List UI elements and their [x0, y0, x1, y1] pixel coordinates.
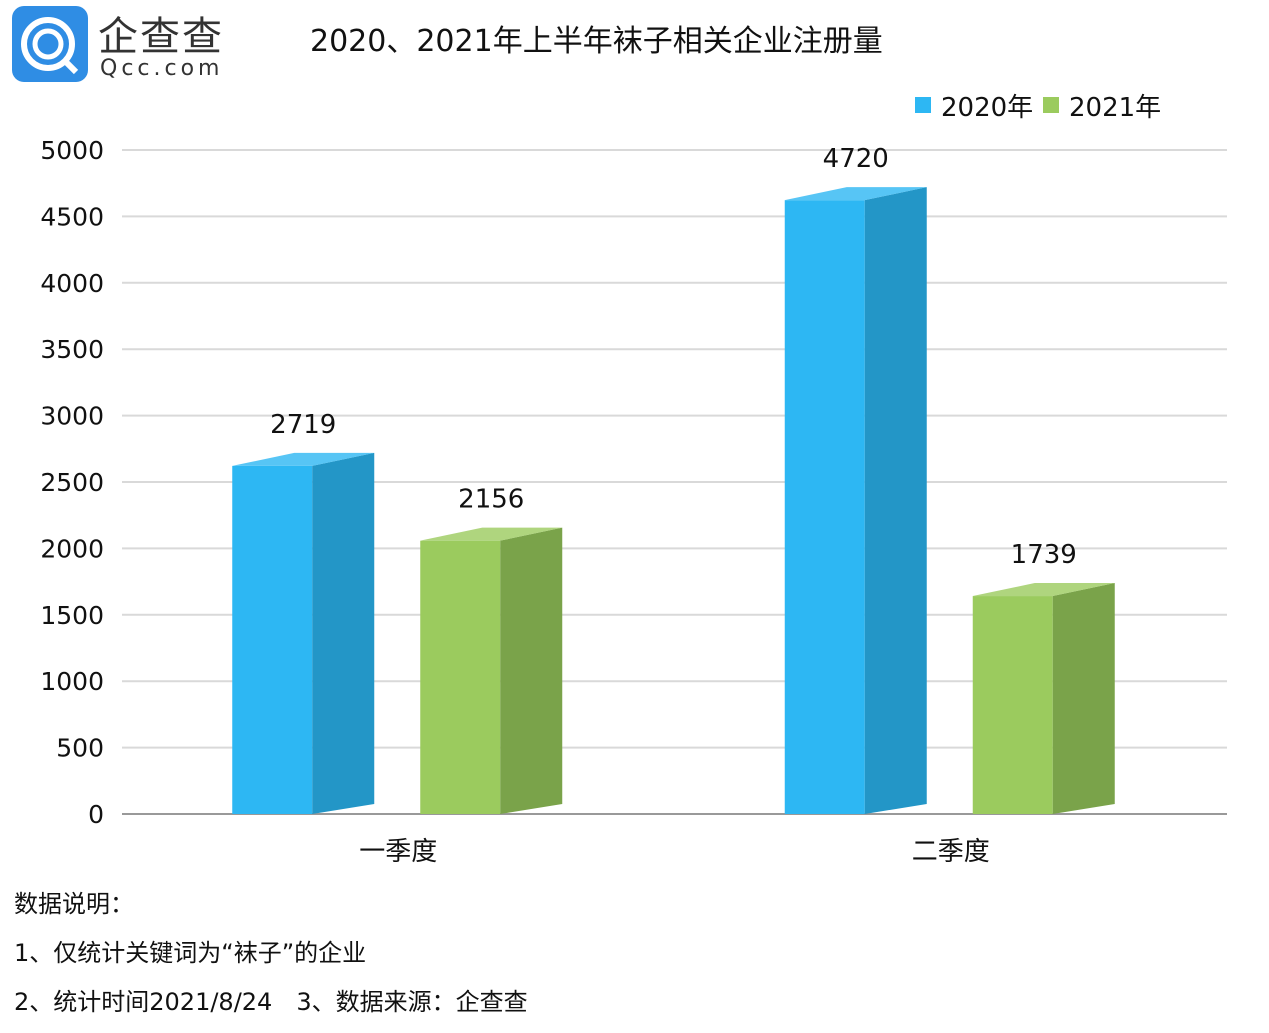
y-tick-label: 1500: [40, 601, 104, 630]
note-heading: 数据说明：: [14, 890, 134, 918]
note-2: 2、统计时间2021/8/24 3、数据来源：企查查: [14, 988, 528, 1016]
y-tick-label: 5000: [40, 136, 104, 165]
bar-front: [420, 540, 501, 814]
y-tick-label: 500: [56, 734, 104, 763]
chart-title: 2020、2021年上半年袜子相关企业注册量: [310, 24, 883, 59]
bar-side: [312, 452, 375, 814]
legend-swatch: [915, 97, 931, 113]
y-tick-label: 0: [88, 800, 104, 829]
note-1: 1、仅统计关键词为“袜子”的企业: [14, 939, 367, 967]
y-tick-label: 4000: [40, 269, 104, 298]
y-tick-label: 3000: [40, 402, 104, 431]
bar-side: [864, 187, 927, 814]
logo-mark-icon: [21, 17, 79, 75]
logo-domain: Qcc.com: [100, 56, 224, 81]
y-tick-label: 1000: [40, 667, 104, 696]
logo-name: 企查查: [98, 14, 224, 60]
data-label: 1739: [1011, 540, 1077, 570]
bar-side: [500, 527, 563, 814]
y-tick-label: 4500: [40, 202, 104, 231]
y-tick-label: 2000: [40, 534, 104, 563]
bar-top: [784, 187, 927, 201]
y-tick-label: 2500: [40, 468, 104, 497]
y-tick-label: 3500: [40, 335, 104, 364]
bar-front: [784, 200, 865, 814]
bar-side: [1052, 583, 1115, 814]
bar-front: [972, 596, 1053, 814]
data-label: 2719: [270, 410, 336, 440]
data-label: 2156: [458, 485, 524, 515]
x-tick-label: 一季度: [359, 837, 437, 867]
legend-label: 2020年: [941, 93, 1033, 123]
bar-top: [232, 452, 375, 466]
legend-swatch: [1043, 97, 1059, 113]
bar-top: [420, 527, 563, 541]
qcc-logo-icon: [12, 6, 88, 82]
bar-front: [232, 465, 313, 814]
x-tick-label: 二季度: [912, 837, 990, 867]
legend-label: 2021年: [1069, 93, 1161, 123]
bar-top: [972, 583, 1115, 597]
data-label: 4720: [823, 144, 889, 174]
